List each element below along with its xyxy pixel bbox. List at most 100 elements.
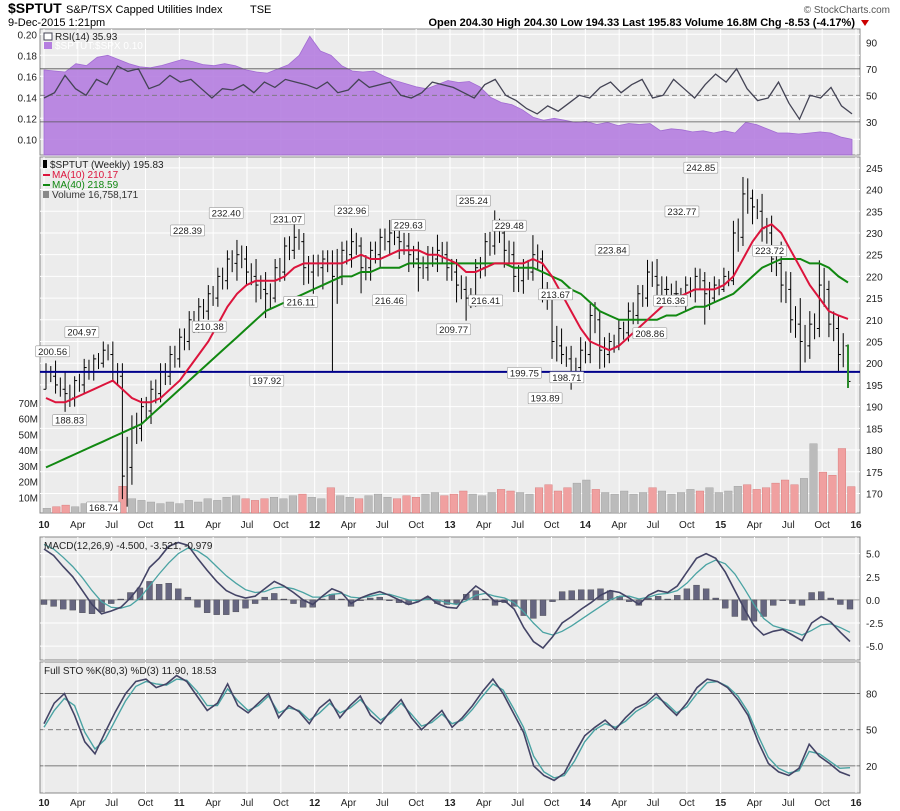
x-axis-bottom: 10 Apr Jul Oct 11 Apr Jul Oct 12 Apr Jul Oct 13 Apr Ju… [38, 798, 862, 809]
sto-k-line [43, 674, 851, 782]
macd-histogram-bar [587, 589, 595, 601]
volume-bar [336, 495, 345, 514]
volume-bar [629, 493, 638, 514]
volume-bar [506, 490, 515, 514]
volume-bar [411, 497, 420, 514]
volume-bar [270, 497, 279, 514]
x-tick-label: Apr [205, 798, 221, 809]
rsi-tick-label: 70 [866, 65, 878, 76]
volume-bar [355, 498, 364, 514]
volume-tick-label: 70M [19, 399, 38, 410]
price-annotation-box [549, 371, 585, 384]
macd-histogram-bar [261, 596, 268, 601]
x-tick-label: 12 [309, 520, 321, 531]
macd-histogram-bar [578, 589, 585, 601]
volume-bar [771, 482, 780, 514]
macd-histogram-bar [798, 599, 806, 606]
volume-bar [288, 495, 297, 514]
macd-histogram-bar [376, 596, 383, 601]
macd-histogram-bar [50, 599, 57, 607]
index-name: S&P/TSX Capped Utilities Index [66, 4, 223, 16]
price-annotation: 199.75 [510, 368, 539, 379]
volume-bar [402, 495, 411, 514]
symbol-title: $SPTUT [8, 0, 62, 16]
macd-histogram-bar [770, 599, 777, 606]
volume-bar [222, 497, 231, 514]
volume-bar [837, 448, 846, 514]
x-tick-label: Apr [747, 798, 763, 809]
volume-tick-label: 20M [19, 478, 38, 489]
x-tick-label: Oct [138, 520, 154, 531]
volume-bar [71, 506, 80, 514]
volume-bar [695, 490, 704, 514]
macd-histogram-bar [271, 593, 278, 601]
x-tick-label: 13 [444, 520, 456, 531]
rsi-legend-swatch [43, 32, 53, 41]
price-annotation: 229.63 [394, 221, 423, 232]
price-annotation: 193.89 [531, 394, 560, 405]
macd-histogram-bar [530, 599, 537, 619]
ratio-legend: $SPTUT:$SPX 0.10 [55, 41, 143, 52]
price-annotation-box [372, 294, 407, 307]
x-axis-middle: 10 Apr Jul Oct 11 Apr Jul Oct 12 Apr Jul Oct 13 Apr Ju… [38, 520, 862, 531]
rsi-legend: RSI(14) 35.93 [55, 32, 118, 43]
volume-bar [175, 503, 184, 514]
price-tick-label: 205 [866, 338, 883, 349]
price-annotation: 188.83 [55, 416, 84, 427]
x-tick-label: 10 [38, 520, 50, 531]
price-annotation-box [653, 294, 688, 307]
volume-bar [298, 493, 307, 514]
stochastic-panel: 80 50 20 Full STO %K(80,3) %D(3) 11.90, 18.… [39, 661, 878, 794]
x-tick-label: Jul [511, 520, 524, 531]
ratio-tick-label: 0.14 [18, 93, 38, 104]
ratio-tick-label: 0.16 [18, 72, 38, 83]
volume-tick-label: 30M [19, 462, 38, 473]
macd-tick-label: 2.5 [866, 573, 880, 584]
price-annotation-box [491, 219, 527, 232]
volume-bar [478, 495, 487, 514]
volume-bar [591, 489, 600, 514]
macd-tick-label: -2.5 [866, 619, 884, 630]
macd-histogram-bar [549, 599, 556, 602]
price-annotation: 232.77 [667, 207, 696, 218]
ratio-tick-label: 0.12 [18, 114, 38, 125]
macd-histogram-bar [539, 599, 547, 616]
x-tick-label: Jul [105, 798, 118, 809]
volume-bar [705, 487, 714, 514]
volume-bar [250, 500, 259, 514]
macd-histogram-bar [280, 598, 288, 601]
x-tick-label: 15 [715, 520, 727, 531]
ma40-legend: MA(40) 218.59 [52, 180, 119, 191]
volume-bar [156, 503, 165, 514]
volume-bar [572, 482, 581, 514]
volume-bar [525, 493, 534, 514]
volume-legend: Volume 16,758,171 [52, 190, 139, 201]
volume-bar [127, 498, 136, 514]
price-annotation: 200.56 [38, 347, 67, 358]
volume-bar [393, 498, 402, 514]
price-annotation-box [86, 501, 121, 514]
x-tick-label: Oct [138, 798, 154, 809]
price-annotation: 168.74 [89, 503, 118, 514]
volume-bar [137, 500, 146, 514]
price-annotation: 242.85 [686, 163, 715, 174]
price-annotation-box [64, 326, 100, 338]
ratio-tick-label: 0.10 [18, 135, 38, 146]
macd-histogram-bar [194, 599, 201, 608]
volume-bar [194, 501, 203, 514]
price-annotation-box [594, 244, 630, 257]
price-annotation: 229.48 [495, 221, 524, 232]
sto-tick-label: 80 [866, 690, 878, 701]
price-annotation: 235.24 [459, 196, 488, 207]
price-annotation: 210.38 [195, 322, 224, 333]
macd-histogram-bar [750, 599, 758, 622]
macd-histogram-bar [827, 597, 834, 600]
x-tick-label: 16 [850, 520, 862, 531]
x-tick-label: Apr [476, 798, 492, 809]
volume-bar [818, 471, 827, 514]
x-tick-label: Jul [511, 798, 524, 809]
volume-bar [430, 492, 439, 514]
rsi-line [43, 65, 853, 121]
volume-bar [620, 490, 629, 514]
